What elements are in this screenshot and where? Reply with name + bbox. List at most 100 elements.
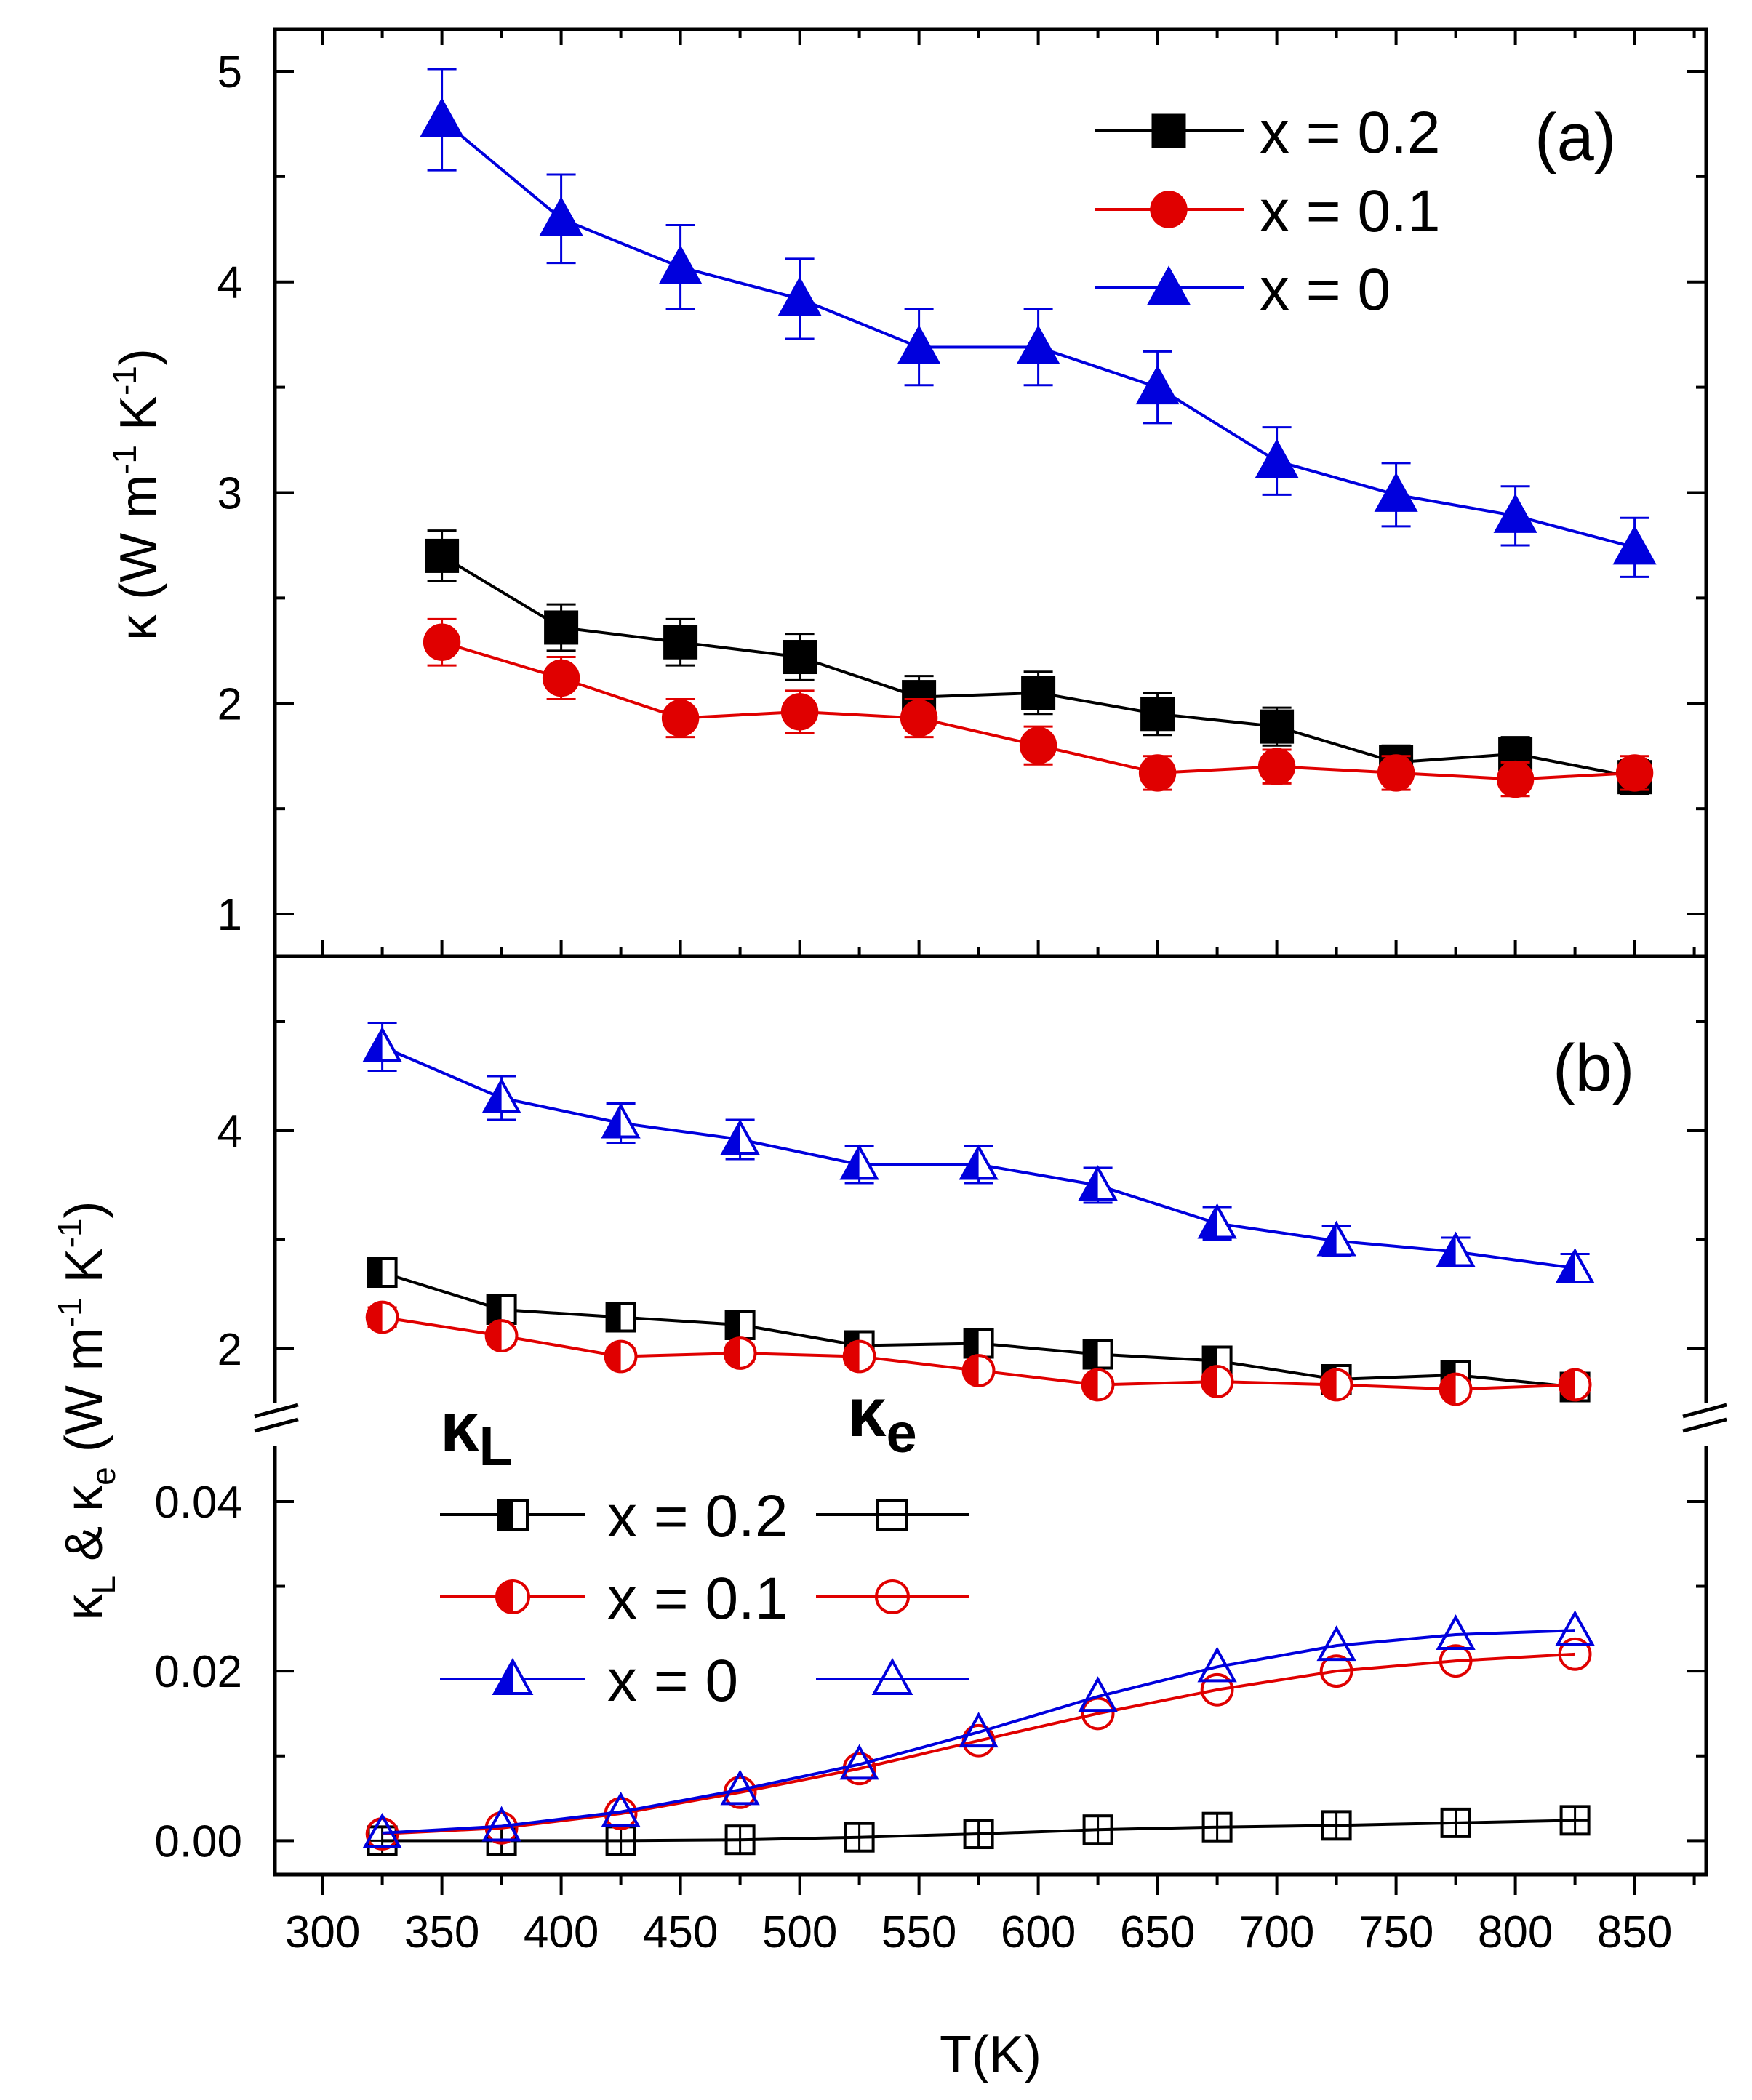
y-title-b-sup2: -1 — [51, 1219, 89, 1249]
legend-b: x = 0.2 x = 0.1 x = 0 — [440, 1483, 969, 1714]
b-kappaE-series-0-cross — [1561, 1806, 1589, 1835]
legend-b-marker-e — [876, 1499, 908, 1531]
kappa-e-header: κe — [847, 1374, 917, 1464]
a-series-1-point — [423, 623, 461, 661]
b-kappaE-series-2-point — [839, 1744, 879, 1780]
x-tick-label: 850 — [1597, 1907, 1672, 1957]
y-title-a-sup2: -1 — [105, 366, 143, 396]
a-series-2-point — [1612, 525, 1657, 565]
tick-labels-layer: 300 350 400 450 500 550 600 650 700 750 800 850 1 2 3 4… — [154, 47, 1672, 1957]
b-kappaL-series-1-point — [1319, 1368, 1353, 1402]
b-kappaE-series-1-point — [1081, 1696, 1115, 1731]
a-series-0-point — [783, 640, 817, 675]
b-kappaE-series-2-point — [481, 1806, 521, 1842]
y-tick-label-b-lower: 0.02 — [154, 1647, 242, 1697]
b-kappaL-series-1-point — [1081, 1368, 1115, 1402]
panel-b-lower-data — [362, 1610, 1595, 1856]
b-kappaE-series-0-cross — [1441, 1808, 1470, 1837]
a-series-0-point — [425, 538, 460, 573]
b-kappaE-series-2-point — [1078, 1676, 1118, 1712]
a-series-2-point — [1374, 472, 1418, 512]
a-series-2-point — [1016, 324, 1060, 365]
panel-a-label: (a) — [1535, 100, 1616, 175]
b-kappaE-series-0-cross — [726, 1826, 754, 1854]
b-kappaL-series-0-point — [367, 1257, 398, 1288]
legend-a-marker — [1151, 113, 1186, 148]
b-kappaL-series-0-point — [605, 1302, 636, 1333]
b-kappaE-series-2-point — [1197, 1646, 1237, 1683]
y-title-b-sub1: L — [84, 1576, 122, 1595]
b-kappaE-series-2-point — [1555, 1610, 1595, 1646]
y-title-a-mid: K — [110, 396, 168, 445]
b-kappaL-series-1-point — [842, 1339, 876, 1374]
a-series-0-point — [1140, 697, 1175, 732]
kappa-e-subscript: e — [887, 1403, 917, 1464]
y-tick-label-a: 4 — [217, 258, 242, 308]
b-kappaL-series-2-point — [720, 1119, 760, 1155]
legend-a-label: x = 0 — [1260, 257, 1391, 323]
y-tick-label-b-upper: 4 — [217, 1107, 242, 1157]
b-kappaE-series-1-point — [1558, 1637, 1592, 1671]
y-axis-title-a: κ (W m-1 K-1) — [105, 348, 168, 641]
a-series-2-point — [897, 324, 941, 365]
a-series-1-point — [900, 699, 938, 737]
kappa-e-symbol: κ — [847, 1374, 887, 1451]
x-tick-label: 500 — [762, 1907, 837, 1957]
b-kappaL-series-1-point — [1439, 1372, 1473, 1406]
kappa-l-header: κL — [440, 1388, 513, 1478]
y-tick-label-a: 5 — [217, 47, 242, 97]
b-kappaE-series-2-point — [959, 1712, 999, 1748]
b-kappaL-series-2-point — [481, 1078, 521, 1113]
panel-a-data — [420, 68, 1657, 798]
a-series-2-point — [658, 244, 703, 284]
legend-b-label: x = 0 — [607, 1648, 738, 1714]
y-tick-label-a: 2 — [217, 679, 242, 729]
a-series-0-point — [544, 610, 579, 645]
panel-b-upper-data — [362, 1022, 1595, 1406]
a-series-2-point — [777, 276, 822, 316]
legend-a-marker — [1150, 191, 1188, 228]
y-title-b-amp: & κ — [55, 1485, 113, 1576]
x-tick-label: 300 — [285, 1907, 360, 1957]
b-kappaL-series-0-point — [1082, 1339, 1113, 1370]
y-title-a-end: ) — [110, 348, 168, 366]
legend-a-label: x = 0.2 — [1260, 100, 1440, 166]
a-series-1-point — [1257, 748, 1296, 785]
b-kappaL-series-2-point — [959, 1144, 999, 1180]
a-series-1-point — [780, 693, 819, 731]
x-axis-title: T(K) — [940, 2026, 1041, 2084]
b-kappaE-series-2-point — [1316, 1625, 1356, 1662]
b-kappaL-series-0-point — [724, 1310, 756, 1340]
b-kappaL-series-2-point — [601, 1102, 641, 1139]
a-series-2-point — [539, 196, 583, 236]
b-kappaL-series-1-point — [1200, 1365, 1234, 1398]
y-title-b-kappa: κ — [55, 1593, 113, 1620]
legend-a-label: x = 0.1 — [1260, 178, 1440, 244]
y-title-b-rest: (W m — [55, 1327, 113, 1467]
b-kappaE-series-0-cross — [1203, 1813, 1231, 1841]
b-kappaL-series-2-point — [1555, 1248, 1595, 1283]
y-axis-title-b: κL & κe (W m-1 K-1) — [51, 1201, 122, 1621]
b-kappaL-series-1-point — [723, 1336, 757, 1370]
y-title-b-mid: K — [55, 1248, 113, 1297]
b-kappaL-series-2-point — [1078, 1165, 1118, 1201]
a-series-2-point — [1493, 493, 1537, 533]
x-tick-label: 800 — [1478, 1907, 1553, 1957]
a-series-2-point — [1255, 438, 1299, 478]
x-tick-label: 400 — [524, 1907, 599, 1957]
a-series-0-point — [1260, 709, 1295, 744]
axis-break — [254, 1403, 1727, 1446]
a-series-1-point — [1019, 726, 1057, 764]
b-kappaE-series-0-cross — [845, 1823, 873, 1851]
b-kappaL-series-1-point — [365, 1300, 399, 1334]
a-series-1-point — [1615, 754, 1654, 792]
legend-b-marker-e — [875, 1579, 910, 1614]
a-series-1-point — [1496, 760, 1535, 798]
b-kappaL-series-1-point — [604, 1339, 638, 1374]
b-kappaE-series-2-point — [720, 1769, 760, 1806]
b-kappaE-series-0-cross — [607, 1827, 635, 1855]
b-kappaE-series-2-point — [1436, 1614, 1476, 1651]
x-tick-label: 700 — [1239, 1907, 1314, 1957]
y-tick-label-a: 3 — [217, 469, 242, 519]
